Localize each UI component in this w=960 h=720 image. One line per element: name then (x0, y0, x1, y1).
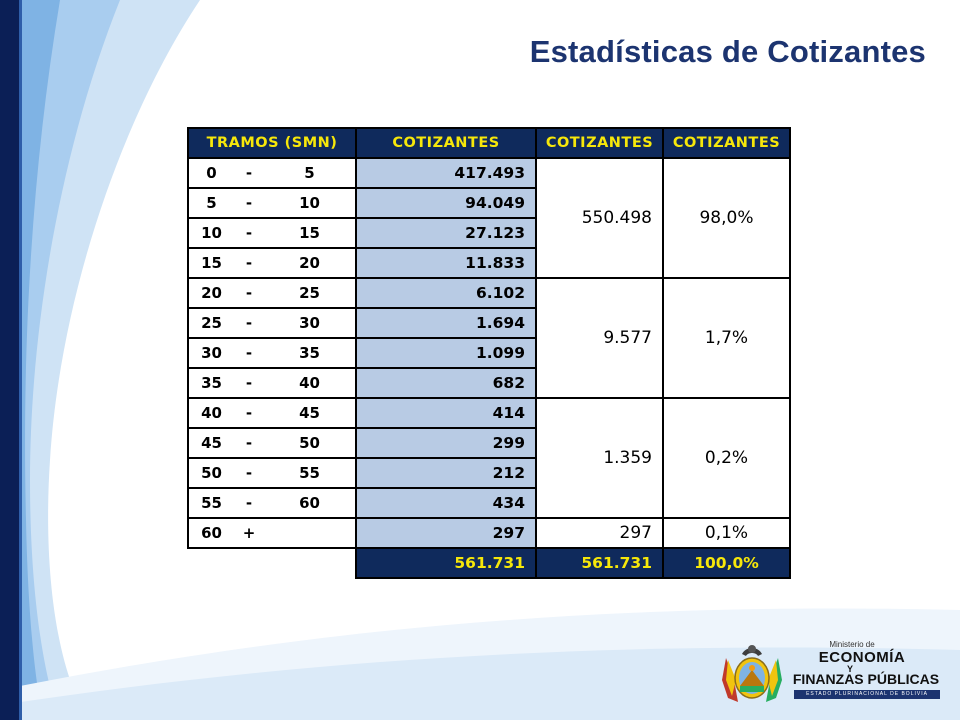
cotizantes-value: 11.833 (355, 248, 537, 279)
tramo-from: 20 (187, 278, 234, 309)
cotizantes-value: 299 (355, 428, 537, 459)
tramo-from: 0 (187, 158, 234, 189)
page-title: Estadísticas de Cotizantes (529, 34, 926, 69)
tramo-from: 55 (187, 488, 234, 519)
total-group: 561.731 (535, 547, 664, 579)
header-cotizantes-pct: COTIZANTES (662, 127, 791, 159)
header-tramos: TRAMOS (SMN) (187, 127, 357, 159)
tramo-from: 30 (187, 338, 234, 369)
tramo-to (264, 518, 356, 549)
total-spacer (188, 548, 356, 578)
tramo-to: 35 (264, 338, 356, 369)
cotizantes-value: 27.123 (355, 218, 537, 249)
table-row: 30 - 35 1.099 (187, 338, 790, 369)
tramo-sep: - (234, 308, 264, 339)
tramo-sep: - (234, 248, 264, 279)
table-row: 55 - 60 434 (187, 488, 790, 519)
tramo-to: 55 (264, 458, 356, 489)
tramo-to: 10 (264, 188, 356, 219)
group-total: 1.359 (536, 398, 664, 519)
total-cotizantes: 561.731 (355, 547, 537, 579)
tramo-sep: - (234, 158, 264, 189)
tramo-to: 60 (264, 488, 356, 519)
tramo-sep: - (234, 338, 264, 369)
cotizantes-value: 414 (355, 398, 537, 429)
logo-y: Y (846, 664, 853, 674)
group-pct: 1,7% (663, 278, 791, 399)
table-row: 25 - 30 1.694 (187, 308, 790, 339)
tramo-sep: + (234, 518, 264, 549)
tramo-sep: - (234, 428, 264, 459)
group-pct: 0,1% (663, 518, 791, 549)
tramo-from: 15 (187, 248, 234, 279)
header-cotizantes-group: COTIZANTES (535, 127, 664, 159)
tramo-sep: - (234, 368, 264, 399)
tramo-from: 5 (187, 188, 234, 219)
cotizantes-value: 6.102 (355, 278, 537, 309)
tramo-to: 50 (264, 428, 356, 459)
group-total: 550.498 (536, 158, 664, 279)
tramo-sep: - (234, 218, 264, 249)
tramo-from: 25 (187, 308, 234, 339)
statistics-table: TRAMOS (SMN) COTIZANTES COTIZANTES COTIZ… (187, 127, 791, 579)
tramo-to: 45 (264, 398, 356, 429)
tramo-from: 40 (187, 398, 234, 429)
logo-finanzas: FINANZAS PÚBLICAS (792, 671, 940, 687)
tramo-sep: - (234, 188, 264, 219)
tramo-to: 25 (264, 278, 356, 309)
total-pct: 100,0% (662, 547, 791, 579)
tramo-to: 40 (264, 368, 356, 399)
ministry-logo: Ministerio de ECONOMÍA Y FINANZAS PÚBLIC… (720, 638, 945, 710)
table-row: 0 - 5 417.493 550.498 98,0% (187, 158, 791, 279)
tramo-sep: - (234, 278, 264, 309)
table-total-row: 561.731 561.731 100,0% (188, 547, 791, 579)
header-cotizantes: COTIZANTES (355, 127, 537, 159)
logo-economia: ECONOMÍA (818, 649, 906, 666)
cotizantes-value: 212 (355, 458, 537, 489)
tramo-from: 50 (187, 458, 234, 489)
tramo-sep: - (234, 398, 264, 429)
tramo-from: 35 (187, 368, 234, 399)
table-row: 10 - 15 27.123 (187, 218, 790, 249)
cotizantes-value: 682 (355, 368, 537, 399)
table-row: 5 - 10 94.049 (187, 188, 790, 219)
tramo-to: 5 (264, 158, 356, 189)
table-header-row: TRAMOS (SMN) COTIZANTES COTIZANTES COTIZ… (187, 127, 791, 159)
logo-ministerio: Ministerio de (829, 640, 875, 649)
table-row: 45 - 50 299 (187, 428, 790, 459)
table-row: 60 + 297 297 0,1% (187, 518, 791, 549)
table-row: 50 - 55 212 (187, 458, 790, 489)
cotizantes-value: 434 (355, 488, 537, 519)
tramo-from: 60 (187, 518, 234, 549)
group-total: 297 (536, 518, 664, 549)
tramo-sep: - (234, 458, 264, 489)
cotizantes-value: 1.099 (355, 338, 537, 369)
table-row: 15 - 20 11.833 (187, 248, 790, 279)
logo-estado: ESTADO PLURINACIONAL DE BOLIVIA (794, 690, 940, 699)
table-row: 20 - 25 6.102 9.577 1,7% (187, 278, 791, 399)
tramo-from: 10 (187, 218, 234, 249)
tramo-to: 15 (264, 218, 356, 249)
group-pct: 98,0% (663, 158, 791, 279)
tramo-to: 30 (264, 308, 356, 339)
cotizantes-value: 297 (355, 518, 537, 549)
bolivia-coat-of-arms-icon (722, 645, 782, 702)
cotizantes-value: 417.493 (355, 158, 537, 189)
cotizantes-value: 94.049 (355, 188, 537, 219)
table-row: 35 - 40 682 (187, 368, 790, 399)
tramo-from: 45 (187, 428, 234, 459)
group-total: 9.577 (536, 278, 664, 399)
tramo-sep: - (234, 488, 264, 519)
table-row: 40 - 45 414 1.359 0,2% (187, 398, 791, 519)
tramo-to: 20 (264, 248, 356, 279)
group-pct: 0,2% (663, 398, 791, 519)
cotizantes-value: 1.694 (355, 308, 537, 339)
